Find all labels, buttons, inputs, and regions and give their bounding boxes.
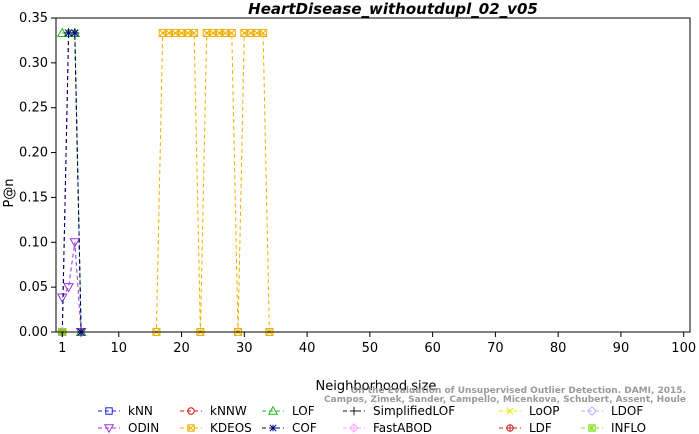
chart-title: HeartDisease_withoutdupl_02_v05	[248, 0, 538, 18]
legend: kNN kNNW LOF SimplifiedLOF LoOP LDOF ODIN KDEOS…	[98, 404, 646, 434]
series-line	[61, 32, 684, 333]
data-point	[70, 29, 79, 37]
legend-item-ldf: LDF	[499, 421, 552, 434]
legend-item-lof: LOF	[262, 404, 315, 418]
y-tick-label: 0.20	[19, 146, 48, 161]
x-tick-label: 20	[173, 341, 190, 356]
series-line	[62, 32, 684, 333]
legend-marker	[506, 424, 514, 432]
x-axis: 1 10 20 30 40 50 60 70 80 90 100	[58, 332, 696, 356]
series-simplifiedlof	[57, 28, 684, 337]
legend-label: LDF	[529, 421, 552, 434]
series-line	[62, 32, 684, 333]
data-point	[56, 293, 68, 303]
plot-series	[56, 27, 684, 338]
legend-item-knnw: kNNW	[180, 404, 247, 418]
x-tick-label: 90	[613, 341, 630, 356]
x-tick-label: 30	[236, 341, 253, 356]
legend-marker	[506, 407, 514, 415]
data-point	[69, 238, 81, 248]
series-line	[61, 32, 684, 333]
legend-item-odin: ODIN	[98, 421, 159, 434]
y-tick-label: 0.30	[19, 56, 48, 71]
legend-item-cof: COF	[262, 421, 317, 434]
data-point	[190, 28, 199, 37]
y-tick-label: 0.00	[19, 325, 48, 340]
legend-label: COF	[292, 421, 317, 434]
legend-item-kdeos: KDEOS	[180, 421, 252, 434]
y-tick-label: 0.15	[19, 190, 48, 205]
legend-label: ODIN	[128, 421, 159, 434]
series-odin	[56, 238, 684, 338]
y-tick-label: 0.25	[19, 101, 48, 116]
legend-marker	[349, 406, 359, 416]
x-tick-label: 70	[487, 341, 504, 356]
x-tick-label: 50	[362, 341, 379, 356]
legend-marker	[187, 424, 195, 432]
series-kdeos	[58, 28, 684, 336]
legend-marker	[588, 424, 596, 432]
legend-marker	[269, 424, 277, 432]
y-tick-label: 0.35	[19, 11, 48, 26]
x-tick-label: 40	[299, 341, 316, 356]
data-point	[63, 283, 74, 293]
y-axis-label: P@n	[2, 178, 17, 207]
y-tick-label: 0.10	[19, 235, 48, 250]
data-point	[64, 29, 73, 37]
legend-label: LDOF	[611, 404, 643, 418]
legend-marker	[267, 405, 279, 415]
legend-label: SimplifiedLOF	[373, 404, 455, 418]
series-line	[61, 242, 684, 333]
watermark-citation: On the Evaluation of Unsupervised Outlie…	[351, 386, 686, 396]
y-tick-label: 0.05	[19, 280, 48, 295]
legend-label: LOF	[292, 404, 315, 418]
plot-frame	[55, 17, 691, 333]
legend-item-inflo: INFLO	[581, 421, 646, 434]
data-point	[227, 28, 236, 37]
x-tick-label: 80	[550, 341, 567, 356]
legend-item-ldof: LDOF	[581, 404, 643, 418]
legend-item-knn: kNN	[98, 404, 153, 418]
legend-label: LoOP	[529, 404, 560, 418]
legend-label: kNNW	[210, 404, 247, 418]
legend-item-simplifiedlof: SimplifiedLOF	[343, 404, 455, 418]
x-tick-label: 100	[671, 341, 696, 356]
legend-label: KDEOS	[210, 421, 252, 434]
x-tick-label: 60	[424, 341, 441, 356]
legend-item-fastabod: FastABOD	[343, 421, 432, 434]
y-axis: 0.00 0.05 0.10 0.15 0.20 0.25 0.30 0.35	[19, 11, 56, 340]
legend-item-loop: LoOP	[499, 404, 560, 418]
legend-label: kNN	[128, 404, 153, 418]
legend-label: INFLO	[611, 421, 646, 434]
legend-marker	[349, 423, 359, 433]
legend-label: FastABOD	[373, 421, 432, 434]
legend-marker	[187, 407, 195, 415]
legend-marker	[587, 406, 597, 416]
x-tick-label: 1	[58, 341, 66, 356]
series-lof	[56, 27, 684, 336]
x-axis-label: Neighborhood size	[316, 379, 437, 394]
data-point	[259, 28, 268, 37]
series-cof	[58, 29, 684, 336]
x-tick-label: 10	[110, 341, 127, 356]
watermark-authors: Campos, Zimek, Sander, Campello, Micenko…	[324, 395, 686, 405]
legend-marker	[105, 407, 113, 415]
legend-marker	[103, 424, 115, 434]
